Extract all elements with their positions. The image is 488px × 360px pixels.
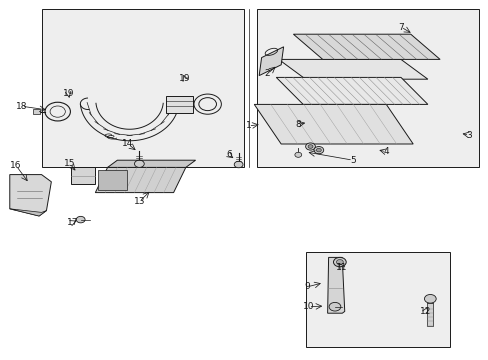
Circle shape xyxy=(234,161,243,168)
Text: 10: 10 xyxy=(302,302,314,311)
Polygon shape xyxy=(278,59,427,79)
Circle shape xyxy=(336,260,343,265)
Bar xyxy=(305,252,449,347)
Bar xyxy=(427,303,432,326)
Text: 3: 3 xyxy=(466,130,471,139)
Bar xyxy=(98,170,127,190)
Polygon shape xyxy=(276,77,427,104)
Circle shape xyxy=(134,160,144,167)
Circle shape xyxy=(76,216,85,223)
Text: 1: 1 xyxy=(245,122,251,130)
Text: 14: 14 xyxy=(122,139,134,148)
Circle shape xyxy=(307,145,312,148)
Text: 19: 19 xyxy=(179,74,190,83)
Text: 16: 16 xyxy=(10,161,22,170)
Text: 11: 11 xyxy=(335,263,347,271)
Bar xyxy=(33,109,40,114)
Polygon shape xyxy=(95,167,185,193)
Text: 17: 17 xyxy=(66,218,78,227)
Text: 8: 8 xyxy=(295,120,301,129)
Circle shape xyxy=(294,152,301,157)
Bar xyxy=(166,95,193,113)
Text: 7: 7 xyxy=(397,22,403,31)
Bar xyxy=(41,9,244,167)
Circle shape xyxy=(424,294,435,303)
Text: 5: 5 xyxy=(349,156,355,165)
Text: 6: 6 xyxy=(225,150,231,159)
Polygon shape xyxy=(293,34,439,59)
Text: 12: 12 xyxy=(419,307,430,316)
Text: 18: 18 xyxy=(16,102,27,111)
Polygon shape xyxy=(259,47,283,76)
Text: 13: 13 xyxy=(133,197,145,206)
Polygon shape xyxy=(107,160,195,167)
Polygon shape xyxy=(10,175,51,216)
Polygon shape xyxy=(10,209,46,216)
Text: 19: 19 xyxy=(62,89,74,98)
Polygon shape xyxy=(254,104,412,144)
Circle shape xyxy=(333,257,346,267)
Polygon shape xyxy=(327,257,344,313)
Text: 4: 4 xyxy=(383,148,388,156)
Circle shape xyxy=(313,147,323,154)
Text: 15: 15 xyxy=(64,159,76,168)
Bar xyxy=(256,9,478,167)
Circle shape xyxy=(328,302,340,311)
Text: 9: 9 xyxy=(304,282,309,292)
Circle shape xyxy=(316,148,321,152)
Text: 2: 2 xyxy=(264,69,270,78)
Polygon shape xyxy=(71,167,95,184)
Circle shape xyxy=(305,143,315,150)
